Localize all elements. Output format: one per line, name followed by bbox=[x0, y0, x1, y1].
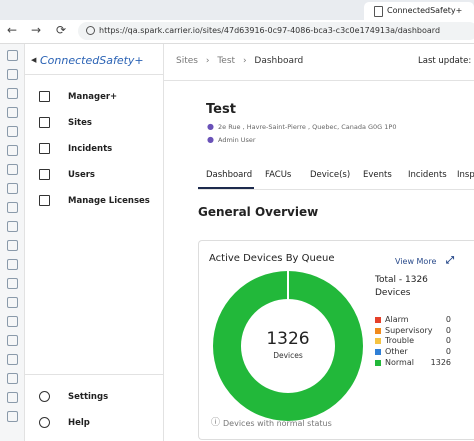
breadcrumb-item[interactable]: Test bbox=[217, 56, 236, 66]
browser-sidebar-icon[interactable] bbox=[7, 411, 18, 422]
browser-tab-strip: ConnectedSafety+ bbox=[0, 0, 474, 20]
address-row: ← → ⟳ https://qa.spark.carrier.io/sites/… bbox=[0, 20, 474, 44]
collapse-icon[interactable]: ◀ bbox=[31, 56, 37, 64]
site-name: Test bbox=[206, 102, 236, 117]
header-divider bbox=[163, 80, 474, 81]
footer-icon bbox=[39, 417, 50, 428]
reload-button[interactable]: ⟳ bbox=[56, 23, 67, 37]
tab[interactable]: Insp bbox=[457, 170, 474, 180]
legend-swatch bbox=[375, 349, 381, 356]
browser-sidebar-icon[interactable] bbox=[7, 88, 18, 99]
menu-item[interactable]: Manager+ bbox=[68, 92, 118, 102]
last-update: Last update: 06, bbox=[418, 56, 474, 66]
legend-value: 0 bbox=[445, 347, 451, 357]
app-sidebar: ◀ ConnectedSafety+ Manager+ Sites Incident… bbox=[25, 44, 164, 441]
legend-value: 0 bbox=[445, 336, 451, 346]
menu-item[interactable]: Sites bbox=[68, 118, 92, 128]
tab[interactable]: Incidents bbox=[408, 170, 447, 180]
legend-label: Normal bbox=[385, 357, 414, 367]
menu-item[interactable]: Manage Licenses bbox=[68, 196, 150, 206]
browser-sidebar-icon[interactable] bbox=[7, 373, 18, 384]
center-label: Devices bbox=[273, 351, 303, 360]
browser-sidebar-icon[interactable] bbox=[7, 240, 18, 251]
browser-sidebar-icon[interactable] bbox=[7, 126, 18, 137]
logo[interactable]: ConnectedSafety+ bbox=[40, 54, 144, 67]
divider bbox=[25, 374, 163, 375]
legend-swatch bbox=[375, 359, 381, 366]
browser-tab[interactable]: ConnectedSafety+ bbox=[364, 2, 474, 20]
card-footer: Devices with normal status bbox=[223, 419, 332, 428]
pin-icon: ● bbox=[207, 122, 214, 131]
forward-button[interactable]: → bbox=[31, 23, 42, 37]
browser-sidebar-icon[interactable] bbox=[7, 354, 18, 365]
browser-sidebar-icon[interactable] bbox=[7, 69, 18, 80]
menu-icon bbox=[39, 117, 50, 128]
breadcrumb-item[interactable]: Sites bbox=[176, 56, 198, 66]
menu-item[interactable]: Incidents bbox=[68, 144, 113, 154]
site-address: 2e Rue , Havre-Saint-Pierre , Quebec, Ca… bbox=[218, 123, 397, 131]
browser-sidebar-icon[interactable] bbox=[7, 278, 18, 289]
tab[interactable]: Events bbox=[363, 170, 392, 180]
browser-sidebar bbox=[0, 44, 25, 441]
total-unit: Devices bbox=[375, 288, 411, 298]
menu-icon bbox=[39, 143, 50, 154]
donut-segment bbox=[213, 271, 363, 421]
browser-sidebar-icon[interactable] bbox=[7, 50, 18, 61]
browser-sidebar-icon[interactable] bbox=[7, 202, 18, 213]
breadcrumb-item: Dashboard bbox=[254, 56, 304, 66]
section-title: General Overview bbox=[198, 205, 319, 219]
tab-icon bbox=[374, 6, 383, 17]
info-icon bbox=[86, 26, 95, 35]
browser-sidebar-icon[interactable] bbox=[7, 335, 18, 346]
footer-icon bbox=[39, 391, 50, 402]
menu-icon bbox=[39, 169, 50, 180]
tab[interactable]: Dashboard bbox=[206, 170, 253, 180]
tab[interactable]: FACUs bbox=[265, 170, 292, 180]
legend-label: Other bbox=[385, 347, 408, 357]
browser-sidebar-icon[interactable] bbox=[7, 316, 18, 327]
browser-sidebar-icon[interactable] bbox=[7, 145, 18, 156]
legend-label: Trouble bbox=[385, 336, 415, 346]
center-value: 1326 bbox=[266, 329, 309, 349]
user-icon: ● bbox=[207, 135, 214, 144]
footer-item[interactable]: Help bbox=[68, 418, 90, 428]
legend-swatch bbox=[375, 338, 381, 345]
url-box[interactable]: https://qa.spark.carrier.io/sites/47d639… bbox=[78, 22, 474, 40]
browser-sidebar-icon[interactable] bbox=[7, 221, 18, 232]
legend-swatch bbox=[375, 317, 381, 323]
expand-icon[interactable]: ⤢ bbox=[446, 255, 454, 266]
donut-chart: 1326 Devices bbox=[213, 270, 363, 421]
info-icon: ⓘ bbox=[211, 418, 221, 428]
tab-title: ConnectedSafety+ bbox=[387, 6, 463, 15]
url: https://qa.spark.carrier.io/sites/47d639… bbox=[99, 26, 441, 35]
card-title: Active Devices By Queue bbox=[209, 253, 335, 264]
browser-sidebar-icon[interactable] bbox=[7, 107, 18, 118]
browser-sidebar-icon[interactable] bbox=[7, 164, 18, 175]
browser-sidebar-icon[interactable] bbox=[7, 297, 18, 308]
card: Active Devices By Queue View More ⤢ Tota… bbox=[198, 240, 474, 440]
legend-value: 0 bbox=[445, 325, 451, 335]
divider bbox=[25, 74, 163, 75]
tabs-divider bbox=[198, 189, 474, 190]
legend-label: Alarm bbox=[385, 315, 409, 324]
menu-item[interactable]: Users bbox=[68, 170, 95, 180]
menu-icon bbox=[39, 195, 50, 206]
view-more-link[interactable]: View More bbox=[395, 257, 437, 266]
site-user: Admin User bbox=[218, 136, 256, 144]
legend-label: Supervisory bbox=[385, 325, 433, 335]
footer-item[interactable]: Settings bbox=[68, 392, 109, 402]
total: Total - 1326 bbox=[375, 275, 428, 285]
legend-value: 1326 bbox=[430, 357, 451, 367]
breadcrumb: Sites › Test › Dashboard bbox=[176, 56, 304, 66]
back-button[interactable]: ← bbox=[7, 23, 18, 37]
tab[interactable]: Device(s) bbox=[310, 170, 351, 180]
active-tab-underline bbox=[198, 187, 254, 189]
menu-icon bbox=[39, 91, 50, 102]
legend-swatch bbox=[375, 327, 381, 334]
browser-sidebar-icon[interactable] bbox=[7, 392, 18, 403]
legend-value: 0 bbox=[445, 315, 451, 324]
browser-sidebar-icon[interactable] bbox=[7, 183, 18, 194]
browser-sidebar-icon[interactable] bbox=[7, 259, 18, 270]
